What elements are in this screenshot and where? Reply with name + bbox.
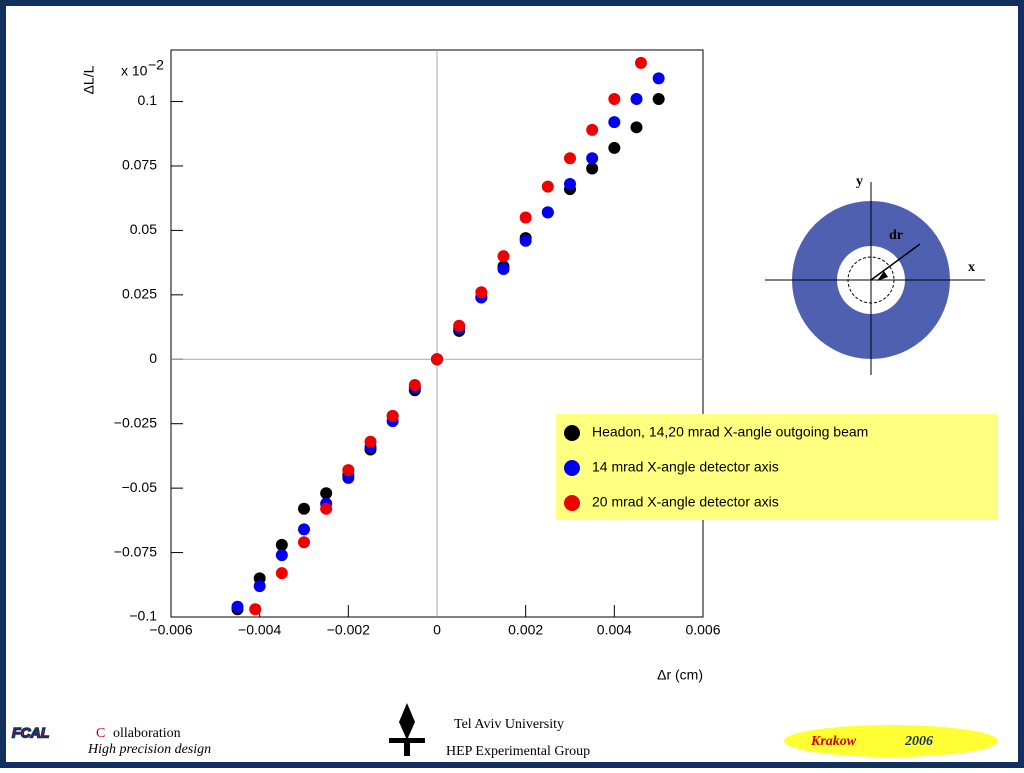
point [541,180,554,193]
background [6,6,1018,762]
point [630,121,643,134]
group: HEP Experimental Group [446,744,590,759]
point [475,286,488,299]
label-dr: dr [889,228,903,243]
point [608,116,621,129]
collab-rest: ollaboration [113,726,181,741]
point [253,580,266,593]
detector-diagram: y x dr [765,174,985,375]
point [408,379,421,392]
legend-marker [564,425,580,441]
point [275,549,288,562]
emblem-stem [404,740,410,756]
point [608,92,621,105]
x-tick-label: −0.002 [327,622,370,638]
point [298,536,310,549]
logo: FCAL [12,725,49,741]
point [586,123,599,136]
badge [784,725,998,757]
point [231,600,244,613]
point [497,263,510,276]
dr-arrow [870,243,921,281]
label-y: y [856,174,863,189]
point [275,567,288,580]
legend-label: Headon, 14,20 mrad X-angle outgoing beam [592,424,868,440]
y-tick-label: 0.075 [122,157,157,173]
arrow-head [877,271,888,281]
point [298,523,310,536]
point [320,487,333,500]
year: 2006 [904,734,933,749]
point [541,206,554,219]
point [586,162,599,175]
y-tick-label: −0.1 [129,608,157,624]
point [320,502,333,515]
legend-label: 14 mrad X-angle detector axis [592,459,779,475]
x-tick-label: −0.006 [149,622,192,638]
point [564,152,576,165]
point [586,152,599,165]
legend-marker [564,460,580,476]
point [564,178,576,191]
point [519,211,532,224]
legend-label: 20 mrad X-angle detector axis [592,494,779,510]
collab-initial: C [96,726,105,741]
university: Tel Aviv University [454,717,564,732]
multiplier: x 10 [121,63,148,79]
university-emblem [389,703,425,756]
point [342,464,355,477]
point [453,319,466,332]
legend-marker [564,495,580,511]
point [630,92,643,105]
y-tick-label: 0.05 [130,221,157,237]
multiplier-exp: −2 [148,57,164,73]
x-tick-label: −0.004 [238,622,281,638]
point [431,353,443,366]
point [386,409,399,422]
city: Krakow [810,734,857,749]
point [652,72,665,85]
point [249,603,262,616]
point [519,234,532,247]
y-tick-label: −0.05 [122,479,158,495]
tagline: High precision design [87,742,211,757]
point [634,56,647,69]
y-tick-label: 0.025 [122,286,157,302]
point [608,141,621,154]
point [364,435,377,448]
x-axis-label: Δr (cm) [657,667,703,683]
point [275,538,288,551]
point [298,502,310,515]
point [497,250,510,263]
point [652,92,665,105]
emblem-top [399,703,415,740]
label-x: x [968,260,975,275]
y-tick-label: 0 [149,350,157,366]
legend [556,414,998,520]
y-tick-label: −0.025 [114,414,157,430]
y-tick-label: −0.075 [114,543,157,559]
x-tick-label: 0.006 [685,622,720,638]
y-axis-label: ΔL/L [81,65,97,94]
x-tick-label: 0.002 [508,622,543,638]
x-tick-label: 0.004 [597,622,632,638]
y-tick-label: 0.1 [138,92,158,108]
x-tick-label: 0 [433,622,441,638]
